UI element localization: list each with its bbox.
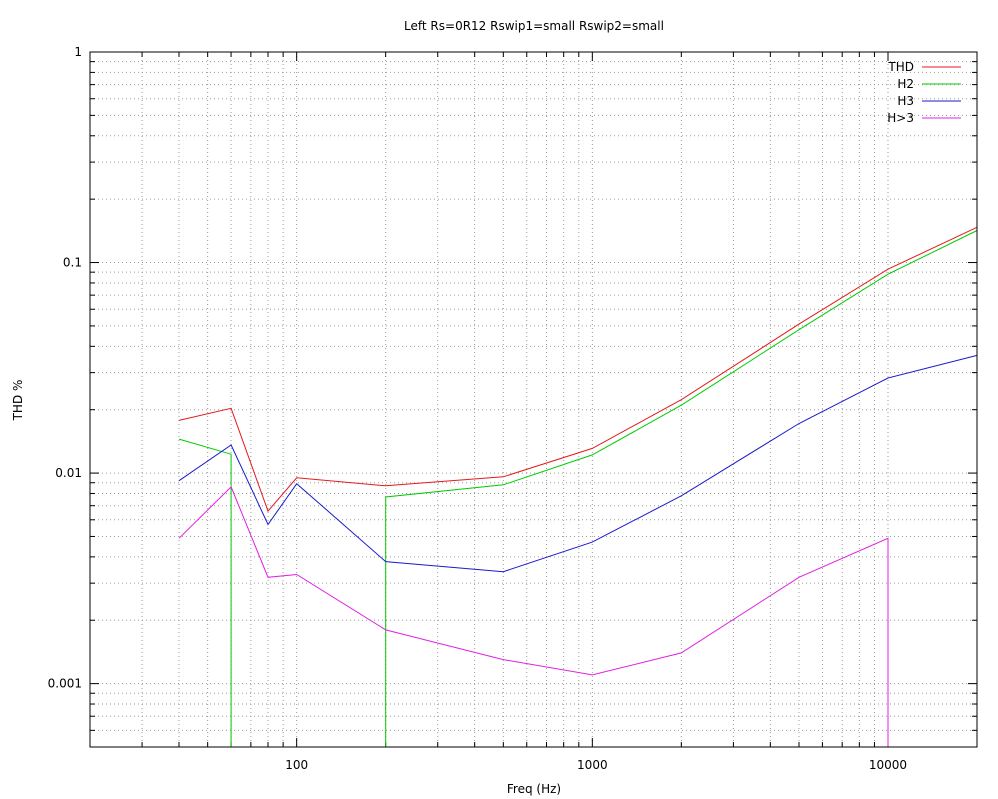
grid	[89, 51, 978, 748]
y-tick-label: 0.01	[55, 466, 82, 480]
series-line-h-3	[178, 486, 889, 747]
y-tick-label: 0.1	[63, 256, 82, 270]
x-tick-label: 1000	[577, 758, 608, 772]
series-line-h2	[178, 230, 978, 747]
plot-frame	[89, 51, 978, 748]
chart-title: Left Rs=0R12 Rswip1=small Rswip2=small	[404, 19, 664, 33]
x-tick-label: 10000	[869, 758, 907, 772]
legend-label: THD	[887, 60, 914, 74]
axis-ticks: 100 1000 10000 0.001 0.01 0.1 1	[48, 45, 978, 772]
legend-label: H>3	[887, 111, 914, 125]
legend-label: H3	[897, 94, 914, 108]
series-line-h3	[178, 354, 978, 573]
y-tick-label: 1	[74, 45, 82, 59]
legend: THD H2 H3 H>3	[887, 60, 961, 125]
x-tick-label: 100	[285, 758, 308, 772]
y-tick-label: 0.001	[48, 677, 82, 691]
series-line-thd	[178, 226, 978, 513]
legend-label: H2	[897, 77, 914, 91]
series-lines	[178, 226, 978, 747]
x-axis-label: Freq (Hz)	[507, 782, 561, 796]
y-axis-label: THD %	[11, 380, 25, 422]
